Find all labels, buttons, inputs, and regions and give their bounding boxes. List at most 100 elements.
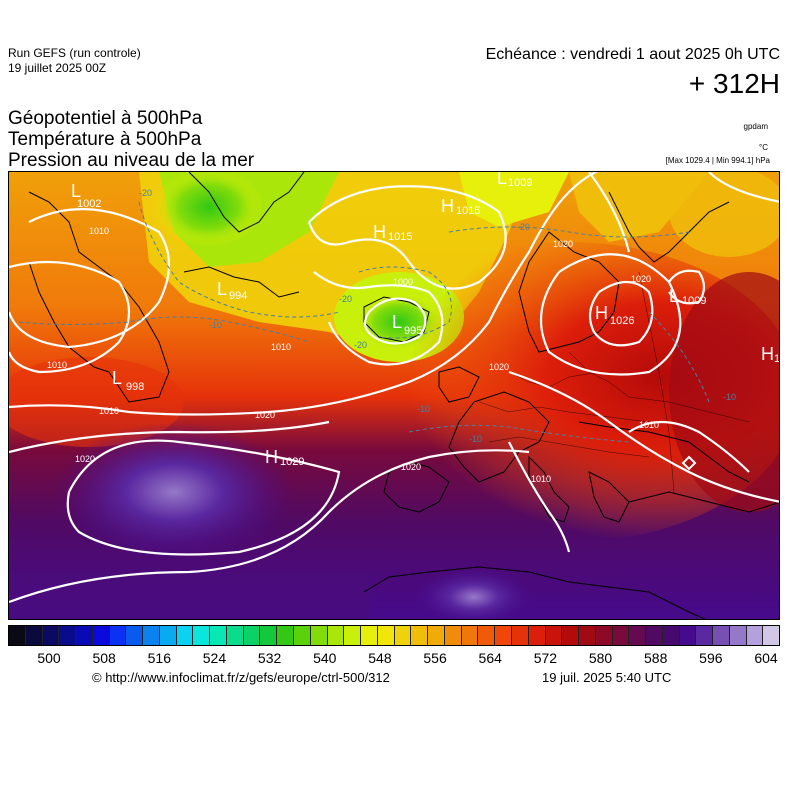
svg-text:998: 998: [126, 381, 144, 393]
svg-text:H: H: [373, 222, 386, 242]
param-temperature: Température à 500hPa: [8, 129, 202, 150]
svg-text:H: H: [595, 303, 608, 323]
temperature-label: -10: [417, 404, 430, 414]
color-swatch: [495, 626, 512, 645]
temperature-label: -20: [517, 222, 530, 232]
temperature-labels: -20 -20 -20 -10 -10 -10 -20 -10: [139, 188, 736, 444]
run-name: Run GEFS (run controle): [8, 46, 141, 60]
svg-text:H: H: [265, 447, 278, 467]
lead-time: + 312H: [688, 68, 780, 99]
weather-map: L 1002 H 1015 H 1015 L 1009 L 994 L 995 H 1026 …: [8, 171, 780, 620]
color-scale-tick: 580: [588, 650, 613, 666]
generated-time: 19 juil. 2025 5:40 UTC: [542, 670, 672, 685]
color-swatch: [713, 626, 730, 645]
color-scale-tick: 540: [313, 650, 337, 666]
color-swatch: [226, 626, 244, 645]
color-swatch: [763, 626, 780, 645]
color-swatch: [528, 626, 546, 645]
color-swatch: [42, 626, 60, 645]
color-swatch: [210, 626, 227, 645]
color-swatch: [461, 626, 479, 645]
svg-text:1026: 1026: [610, 315, 634, 327]
unit-geopotential: gpdam: [743, 122, 768, 131]
color-swatch: [545, 626, 563, 645]
color-swatch: [428, 626, 445, 645]
color-swatch: [76, 626, 93, 645]
svg-text:L: L: [669, 286, 679, 306]
svg-text:L: L: [392, 312, 402, 332]
color-swatch: [595, 626, 613, 645]
svg-text:H: H: [761, 344, 774, 364]
temperature-label: -10: [723, 392, 736, 402]
color-swatch: [579, 626, 596, 645]
color-swatch: [646, 626, 663, 645]
isobar-label: 1000: [393, 277, 413, 287]
color-scale-tick: 572: [533, 650, 558, 666]
color-swatch: [92, 626, 110, 645]
svg-text:994: 994: [229, 290, 247, 302]
isobar-label: 1010: [99, 406, 119, 416]
run-date: 19 juillet 2025 00Z: [8, 61, 107, 75]
color-swatch: [361, 626, 378, 645]
isobar-label: 1010: [89, 226, 109, 236]
color-swatch: [294, 626, 311, 645]
isobar-label: 1010: [531, 474, 551, 484]
color-swatch: [126, 626, 144, 645]
color-swatch: [193, 626, 211, 645]
svg-text:L: L: [112, 368, 122, 388]
temperature-label: -20: [354, 340, 367, 350]
color-swatch: [25, 626, 43, 645]
color-swatch: [562, 626, 580, 645]
pressure-center: H 1026: [595, 303, 634, 327]
color-swatch: [109, 626, 127, 645]
color-scale-tick: 548: [368, 650, 392, 666]
pressure-center: L 995: [392, 312, 422, 337]
color-scale-tick: 532: [257, 650, 282, 666]
color-swatch: [310, 626, 328, 645]
copyright-link[interactable]: © http://www.infoclimat.fr/z/gefs/europe…: [92, 670, 390, 685]
color-swatch: [159, 626, 177, 645]
color-scale-tick: 516: [147, 650, 171, 666]
svg-text:1: 1: [774, 353, 780, 365]
color-swatch: [729, 626, 747, 645]
color-swatch: [629, 626, 647, 645]
param-geopotential: Géopotentiel à 500hPa: [8, 108, 203, 129]
color-scale-tick: 588: [644, 650, 668, 666]
color-swatch: [176, 626, 194, 645]
color-swatch: [746, 626, 764, 645]
color-swatch: [277, 626, 295, 645]
color-scale: [8, 625, 780, 646]
color-swatch: [679, 626, 697, 645]
svg-text:1009: 1009: [508, 177, 532, 189]
svg-text:1015: 1015: [388, 231, 412, 243]
color-swatch: [444, 626, 462, 645]
svg-text:995: 995: [404, 325, 422, 337]
color-scale-tick: 596: [699, 650, 723, 666]
color-swatch: [9, 626, 26, 645]
svg-text:L: L: [71, 181, 81, 201]
svg-text:1009: 1009: [682, 295, 706, 307]
isobar-label: 1010: [639, 420, 659, 430]
color-swatch: [344, 626, 362, 645]
isobars: [9, 172, 779, 604]
svg-text:1029: 1029: [280, 456, 304, 468]
max-min-pressure: [Max 1029.4 | Min 994.1] hPa: [665, 156, 770, 165]
pressure-center: L 998: [112, 368, 144, 393]
pressure-center: L 994: [217, 279, 247, 302]
temperature-label: -20: [339, 294, 352, 304]
svg-text:1002: 1002: [77, 198, 101, 210]
color-swatch: [411, 626, 429, 645]
color-swatch: [327, 626, 345, 645]
pressure-center: H 1029: [265, 447, 304, 468]
isobar-label: 1020: [255, 410, 275, 420]
param-pressure: Pression au niveau de la mer: [8, 150, 255, 171]
isobar-label: 1020: [631, 274, 651, 284]
color-scale-tick: 564: [478, 650, 502, 666]
pressure-center: L 1009: [497, 172, 532, 189]
svg-text:H: H: [441, 196, 454, 216]
svg-text:L: L: [497, 172, 507, 188]
valid-time: Echéance : vendredi 1 aout 2025 0h UTC: [485, 46, 780, 63]
